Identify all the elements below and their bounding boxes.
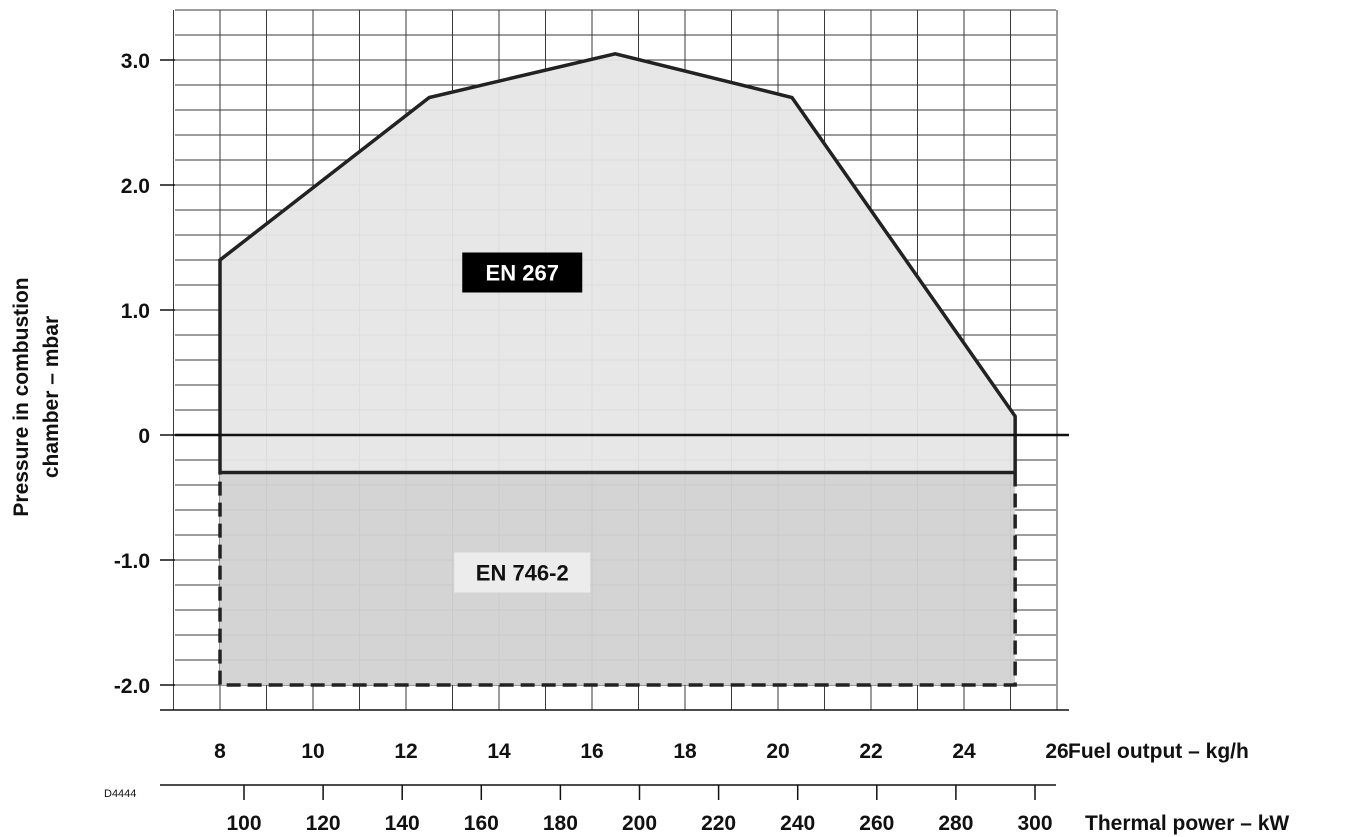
region-en746-area [220,472,1016,685]
x2-tick-label: 200 [622,812,657,835]
x2-tick-label: 120 [306,812,341,835]
drawing-code: D4444 [104,788,136,800]
x-tick-label: 12 [394,740,417,763]
region-en746-label-box [454,552,591,593]
y-tick-label: 2.0 [121,175,150,198]
y-tick-label: 0 [138,425,150,448]
y-tick-label: -2.0 [114,675,150,698]
region-en267-area [220,53,1016,473]
x2-tick-label: 160 [464,812,499,835]
x-tick-label: 10 [301,740,324,763]
x2-tick-label: 280 [938,812,973,835]
x-tick-label: 22 [859,740,882,763]
x2-tick-label: 140 [385,812,420,835]
region-en746-outline [218,472,1017,687]
region-outlines: EN 267 EN 746-2 [218,51,1017,687]
regions [220,53,1016,685]
x2-tick-label: 300 [1017,812,1052,835]
region-en267-label: EN 267 [486,261,559,286]
x-tick-label: 26 [1045,740,1068,763]
x-tick-label: 16 [580,740,603,763]
x2-tick-label: 240 [780,812,815,835]
x-tick-label: 18 [673,740,697,763]
region-en267-label-box [462,252,583,293]
x2-tick-label: 220 [701,812,736,835]
x-tick-label: 24 [952,740,976,763]
y-tick-label: 3.0 [121,50,150,73]
x2-tick-label: 260 [859,812,894,835]
region-en746-label: EN 746-2 [476,561,569,586]
y-axis-title-line-1: Pressure in combustion [10,277,33,516]
x2-tick-label: 100 [226,812,261,835]
x-tick-label: 20 [766,740,789,763]
y-axis-title-line-2: chamber – mbar [40,316,63,478]
y-tick-label: 1.0 [121,300,150,323]
x2-tick-label: 180 [543,812,578,835]
y-tick-label: -1.0 [114,550,150,573]
x-tick-label: 14 [487,740,511,763]
axes: 8 10 12 14 16 18 20 22 24 26 100 120 140 160 180 200 220… [114,50,1069,835]
x-axis-title: Fuel output – kg/h [1068,740,1249,763]
x2-axis-title: Thermal power – kW [1085,812,1289,835]
region-en267-outline [218,51,1017,473]
x-tick-label: 8 [214,740,226,763]
